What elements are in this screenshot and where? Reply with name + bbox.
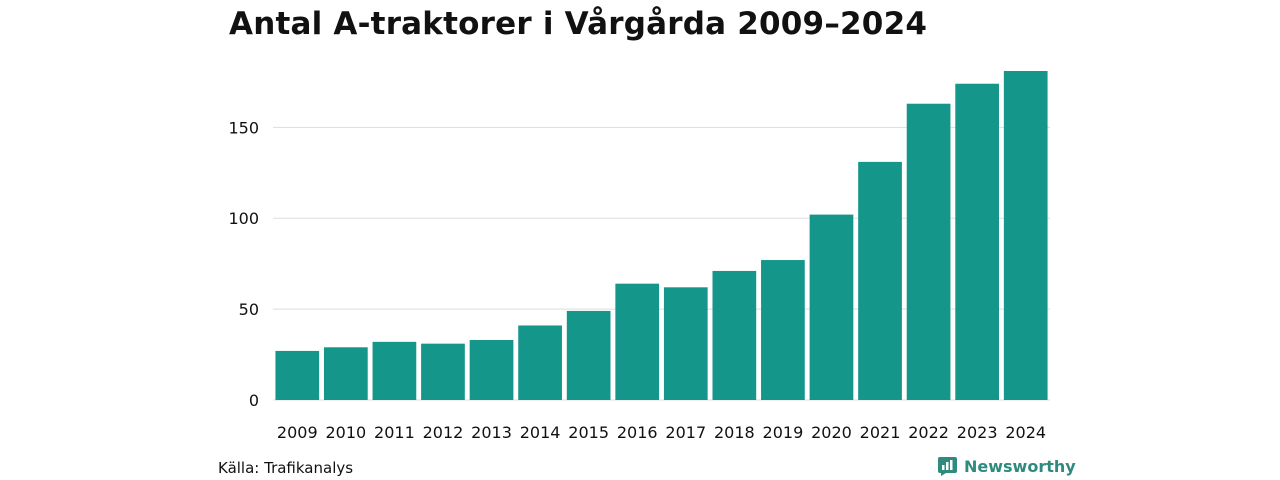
bar-2017: [664, 287, 708, 400]
bars: [275, 71, 1047, 400]
y-tick-label: 50: [239, 300, 259, 319]
x-tick-label: 2012: [423, 423, 464, 442]
bar-2015: [567, 311, 611, 400]
source-note: Källa: Trafikanalys: [218, 459, 353, 477]
x-tick-label: 2013: [471, 423, 512, 442]
y-tick-label: 0: [249, 391, 259, 410]
bar-2014: [518, 325, 562, 400]
bar-2009: [275, 351, 319, 400]
x-tick-label: 2021: [860, 423, 901, 442]
x-tick-label: 2017: [665, 423, 706, 442]
newsworthy-logo-icon: [938, 456, 958, 476]
x-tick-label: 2018: [714, 423, 755, 442]
brand-name: Newsworthy: [964, 457, 1076, 476]
x-tick-label: 2023: [957, 423, 998, 442]
x-tick-label: 2020: [811, 423, 852, 442]
y-axis-tick-labels: 0 50 100 150: [228, 118, 259, 410]
bar-2022: [907, 104, 951, 400]
x-tick-label: 2019: [763, 423, 804, 442]
x-tick-label: 2022: [908, 423, 949, 442]
y-tick-label: 150: [228, 118, 259, 137]
x-tick-label: 2014: [520, 423, 561, 442]
bar-2012: [421, 344, 465, 400]
bar-2018: [712, 271, 756, 400]
bar-2024: [1004, 71, 1048, 400]
x-tick-label: 2024: [1005, 423, 1046, 442]
x-tick-label: 2016: [617, 423, 658, 442]
x-tick-label: 2011: [374, 423, 415, 442]
bar-2016: [615, 284, 659, 400]
x-tick-label: 2015: [568, 423, 609, 442]
x-tick-label: 2009: [277, 423, 318, 442]
bar-2021: [858, 162, 902, 400]
bar-2019: [761, 260, 805, 400]
bar-2013: [470, 340, 514, 400]
bar-2023: [955, 84, 999, 400]
bar-2020: [810, 215, 854, 400]
bar-2011: [373, 342, 417, 400]
x-axis-tick-labels: 2009 2010 2011 2012 2013 2014 2015 2016 2017 2018…: [277, 423, 1046, 442]
x-tick-label: 2010: [325, 423, 366, 442]
brand-logo: Newsworthy: [938, 456, 1076, 476]
bar-2010: [324, 347, 368, 400]
y-tick-label: 100: [228, 209, 259, 228]
